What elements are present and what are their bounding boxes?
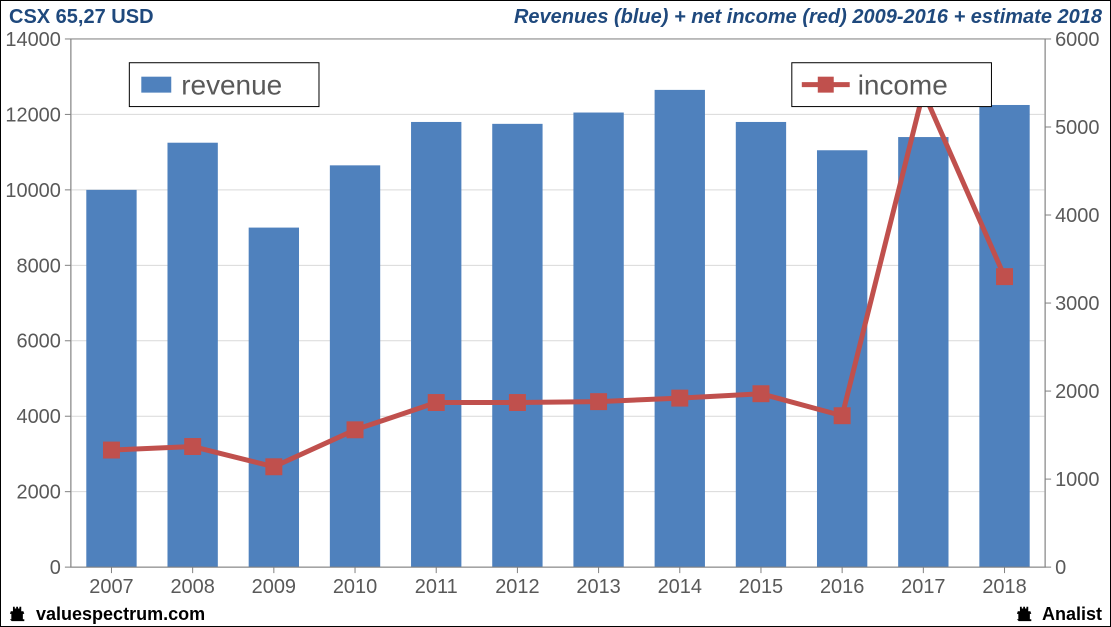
ylabel-left: 2000 <box>16 482 60 504</box>
header-title: Revenues (blue) + net income (red) 2009-… <box>514 6 1102 29</box>
footer: valuespectrum.com Analist <box>1 602 1110 626</box>
income-marker <box>103 442 119 458</box>
income-marker <box>509 395 525 411</box>
income-marker <box>834 408 850 424</box>
income-marker <box>753 386 769 402</box>
income-marker <box>266 459 282 475</box>
xlabel: 2008 <box>170 576 214 598</box>
ylabel-right: 2000 <box>1055 381 1099 403</box>
revenue-bar <box>655 90 705 567</box>
income-marker <box>591 394 607 410</box>
rook-icon <box>1016 604 1034 622</box>
xlabel: 2015 <box>739 576 783 598</box>
ylabel-right: 5000 <box>1055 117 1099 139</box>
xlabel: 2007 <box>89 576 133 598</box>
revenue-bar <box>492 124 542 567</box>
income-marker <box>347 422 363 438</box>
ylabel-left: 0 <box>50 557 61 579</box>
revenue-bar <box>573 113 623 568</box>
revenue-bar <box>736 122 786 567</box>
legend-swatch-marker <box>818 77 834 93</box>
ylabel-left: 4000 <box>16 406 60 428</box>
xlabel: 2010 <box>333 576 377 598</box>
revenue-bar <box>898 137 948 567</box>
footer-left: valuespectrum.com <box>9 604 205 625</box>
xlabel: 2018 <box>982 576 1026 598</box>
revenue-bar <box>249 228 299 568</box>
chart-frame: CSX 65,27 USD Revenues (blue) + net inco… <box>0 0 1111 627</box>
revenue-bar <box>86 190 136 567</box>
xlabel: 2011 <box>415 576 458 598</box>
revenue-bar <box>167 143 217 567</box>
footer-right: Analist <box>1016 604 1102 625</box>
ylabel-right: 6000 <box>1055 29 1099 51</box>
income-marker <box>185 439 201 455</box>
legend-label: income <box>858 70 948 101</box>
ylabel-left: 14000 <box>5 29 60 51</box>
header: CSX 65,27 USD Revenues (blue) + net inco… <box>1 1 1110 31</box>
ylabel-left: 6000 <box>16 331 60 353</box>
revenue-bar <box>330 165 380 567</box>
ylabel-right: 3000 <box>1055 293 1099 315</box>
income-marker <box>997 269 1013 285</box>
legend-swatch-bar <box>141 77 171 93</box>
xlabel: 2013 <box>576 576 620 598</box>
ylabel-right: 0 <box>1055 557 1066 579</box>
ylabel-left: 12000 <box>5 104 60 126</box>
header-ticker: CSX 65,27 USD <box>9 6 154 29</box>
ylabel-right: 4000 <box>1055 205 1099 227</box>
revenue-bar <box>817 150 867 567</box>
footer-left-text: valuespectrum.com <box>36 604 205 624</box>
chart-area: 0 2000 4000 6000 8000 10000 12000 14000 0 1000 200… <box>1 29 1110 602</box>
ylabel-right: 1000 <box>1055 469 1099 491</box>
legend-label: revenue <box>181 70 282 101</box>
chart-svg: 0 2000 4000 6000 8000 10000 12000 14000 0 1000 200… <box>1 29 1110 602</box>
revenue-bar <box>411 122 461 567</box>
xlabel: 2017 <box>901 576 945 598</box>
income-marker <box>672 390 688 406</box>
xlabel: 2009 <box>252 576 296 598</box>
income-marker <box>428 395 444 411</box>
xlabel: 2014 <box>658 576 702 598</box>
ylabel-left: 10000 <box>5 180 60 202</box>
ylabel-left: 8000 <box>16 255 60 277</box>
xlabel: 2016 <box>820 576 864 598</box>
rook-icon <box>9 604 27 622</box>
revenue-bar <box>979 105 1029 567</box>
footer-right-text: Analist <box>1042 604 1102 624</box>
xlabel: 2012 <box>495 576 539 598</box>
